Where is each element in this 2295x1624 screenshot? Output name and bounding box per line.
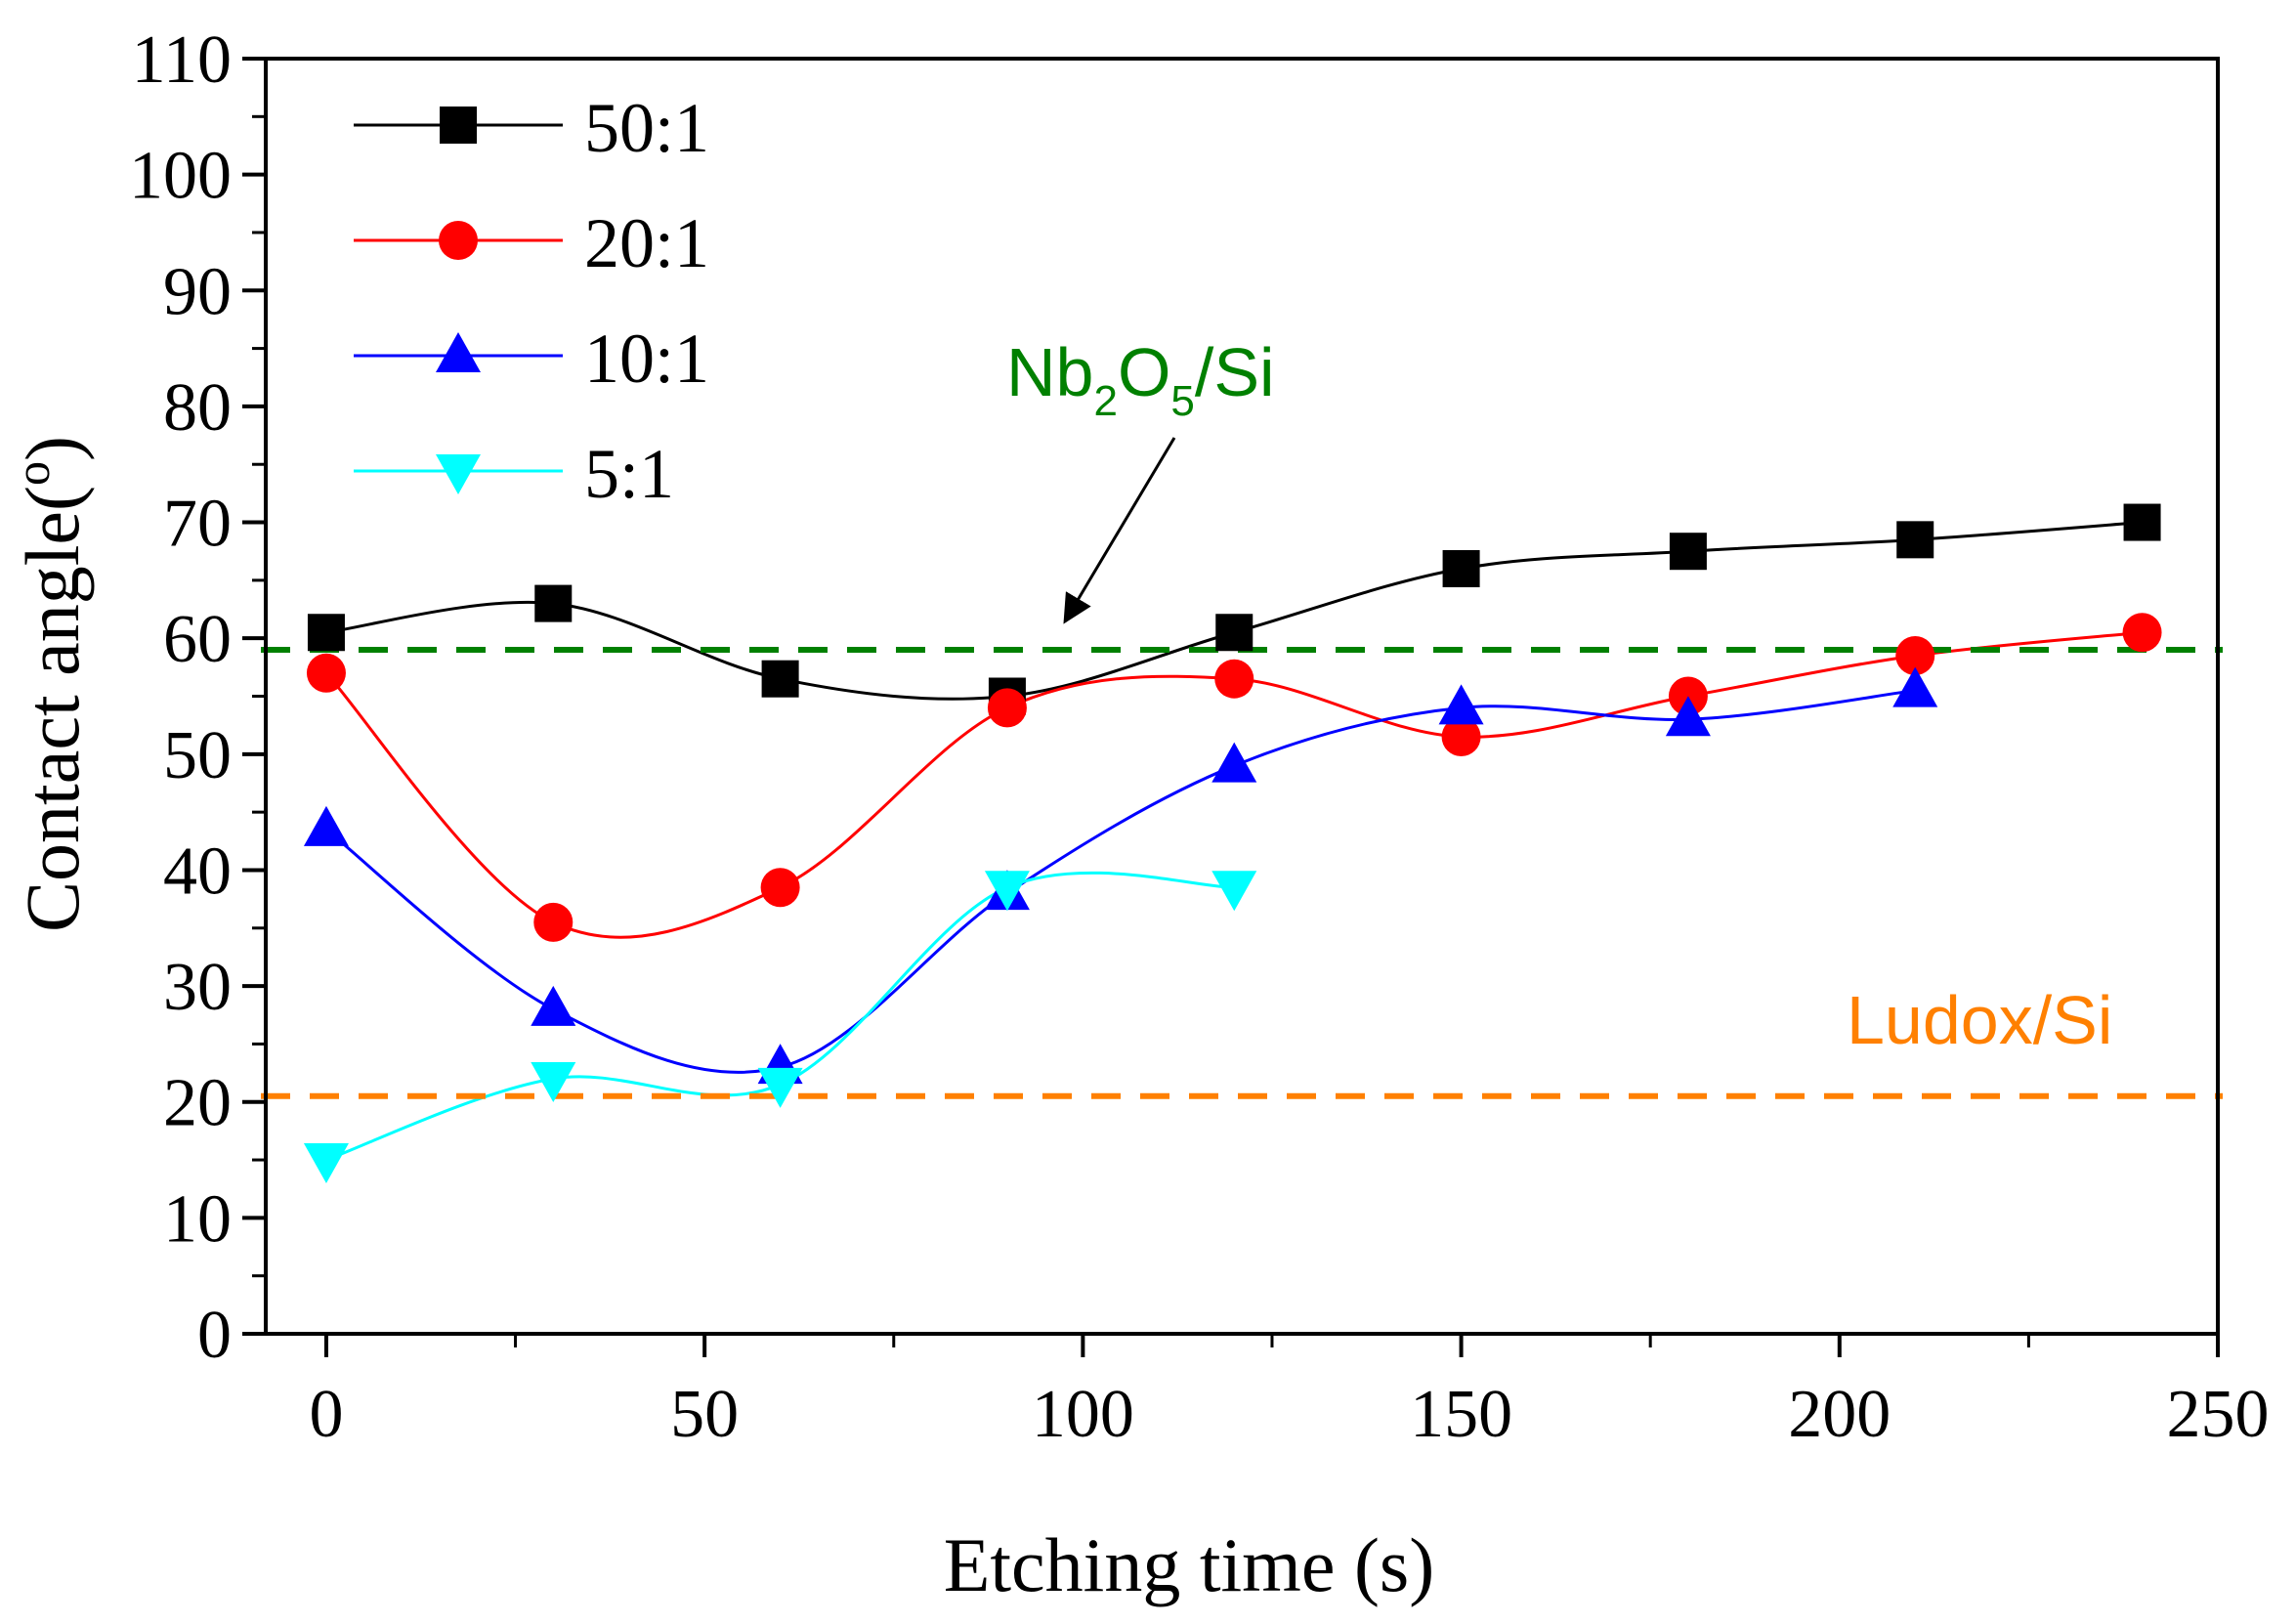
data-point — [306, 653, 346, 693]
y-tick-label: 70 — [163, 487, 232, 562]
data-point — [533, 902, 574, 942]
data-point — [1215, 614, 1254, 652]
data-point — [1211, 871, 1257, 912]
data-point — [1441, 717, 1481, 757]
legend-label: 5:1 — [584, 435, 674, 513]
x-tick-label: 50 — [670, 1377, 739, 1452]
legend-marker — [439, 221, 478, 260]
data-point — [1669, 533, 1707, 571]
data-point — [984, 871, 1030, 912]
legend: 50:1 20:1 10:1 5:1 — [354, 89, 709, 513]
series-line-20:1 — [324, 630, 2143, 939]
legend-marker — [436, 332, 481, 372]
y-tick-label: 60 — [163, 602, 232, 677]
x-tick-label: 200 — [1788, 1377, 1891, 1452]
data-point — [987, 688, 1027, 728]
legend-label: 50:1 — [584, 89, 709, 167]
data-point — [307, 614, 345, 652]
data-point — [2122, 613, 2162, 653]
series-markers — [303, 503, 2162, 1184]
x-tick-label: 150 — [1410, 1377, 1512, 1452]
data-point — [531, 1062, 576, 1102]
y-tick-label: 10 — [163, 1181, 232, 1257]
y-tick-label: 0 — [197, 1298, 232, 1373]
series-line-5:1 — [325, 871, 1235, 1162]
data-point — [534, 584, 573, 622]
data-point — [1211, 742, 1257, 783]
axis-ticks: 0 50 100 150 200 250 0 10 20 30 40 50 60 70 80 90 100 110 — [129, 22, 2270, 1452]
data-point — [1892, 666, 1938, 707]
data-point — [303, 1143, 349, 1184]
data-point — [531, 985, 576, 1026]
nb2o5-si-annotation: Nb2O5/Si — [1006, 334, 1275, 425]
legend-marker — [440, 107, 477, 144]
x-tick-label: 0 — [309, 1377, 343, 1452]
ludox-si-annotation: Ludox/Si — [1847, 982, 2112, 1058]
y-tick-label: 100 — [129, 139, 232, 214]
data-point — [1896, 521, 1934, 559]
legend-marker — [436, 454, 481, 494]
data-point — [760, 868, 800, 908]
data-point — [1895, 635, 1935, 675]
nb2o5-annotation-arrow — [1063, 437, 1176, 624]
y-tick-label: 90 — [163, 254, 232, 329]
data-point — [1438, 684, 1484, 725]
y-tick-label: 20 — [163, 1066, 232, 1141]
data-point — [1214, 659, 1254, 699]
x-axis-label: Etching time (s) — [944, 1522, 1435, 1607]
y-tick-label: 80 — [163, 370, 232, 446]
data-point — [2123, 503, 2161, 541]
data-point — [303, 805, 349, 846]
legend-label: 20:1 — [584, 204, 709, 282]
y-tick-label: 30 — [163, 950, 232, 1025]
x-tick-label: 100 — [1032, 1377, 1134, 1452]
y-tick-label: 50 — [163, 718, 232, 793]
data-point — [757, 1067, 803, 1108]
data-point — [1665, 696, 1711, 737]
y-axis-label: Contact angle(o) — [5, 436, 95, 932]
data-point — [761, 660, 799, 698]
y-tick-label: 110 — [132, 22, 232, 98]
x-tick-label: 250 — [2167, 1377, 2270, 1452]
y-tick-label: 40 — [163, 833, 232, 909]
data-point — [1442, 550, 1480, 587]
legend-label: 10:1 — [584, 320, 709, 398]
